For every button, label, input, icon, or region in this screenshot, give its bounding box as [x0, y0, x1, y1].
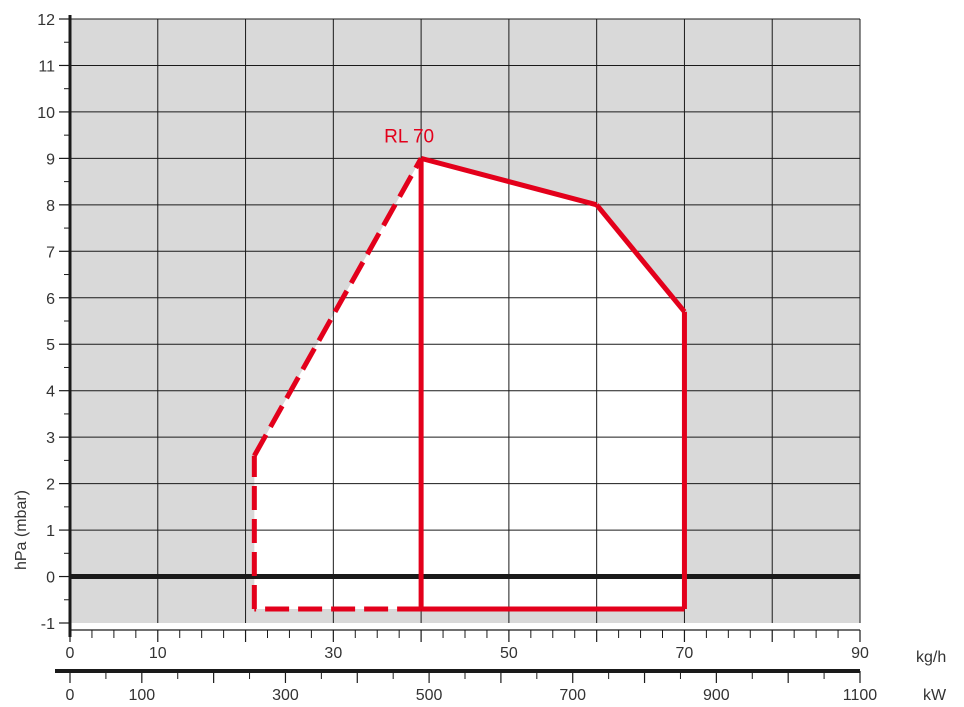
kgh-tick-label: 50 [500, 645, 518, 662]
y-tick-label: 1 [46, 523, 55, 540]
working-field-area [254, 158, 685, 610]
kgh-tick-label: 0 [66, 645, 75, 662]
kw-tick-label: 500 [416, 687, 443, 704]
y-tick-label: -1 [41, 616, 55, 633]
y-axis-title: hPa (mbar) [13, 490, 30, 570]
kw-tick-label: 100 [128, 687, 155, 704]
y-tick-label: 12 [37, 12, 55, 29]
kw-tick-label: 700 [559, 687, 586, 704]
kw-tick-label: 900 [703, 687, 730, 704]
kgh-tick-label: 90 [851, 645, 869, 662]
y-tick-label: 7 [46, 244, 55, 261]
series-segment-dashed [252, 157, 424, 457]
y-tick-label: 5 [46, 337, 55, 354]
series-label: RL 70 [384, 126, 434, 147]
series-segment [594, 203, 687, 314]
y-tick-label: 10 [37, 105, 55, 122]
kw-tick-label: 1100 [843, 687, 878, 704]
y-tick-label: 8 [46, 198, 55, 215]
y-tick-label: 0 [46, 570, 55, 587]
series-RL70 [251, 155, 687, 612]
kgh-tick-label: 30 [324, 645, 342, 662]
kw-axis: 0 100 300 500 700 900 1100 [55, 669, 878, 704]
y-tick-label: 3 [46, 430, 55, 447]
kgh-tick-label: 10 [149, 645, 167, 662]
series-segment [420, 155, 598, 208]
kgh-axis: 0 10 30 50 70 90 [66, 629, 869, 662]
y-tick-label: 9 [46, 151, 55, 168]
kw-tick-label: 0 [66, 687, 75, 704]
y-tick-label: 2 [46, 477, 55, 494]
y-tick-label: 11 [38, 58, 55, 75]
y-tick-label: 6 [46, 291, 55, 308]
kw-axis-title: kW [923, 687, 947, 704]
kgh-tick-label: 70 [676, 645, 694, 662]
y-tick-label: 4 [46, 384, 55, 401]
kw-tick-label: 300 [272, 687, 299, 704]
kgh-axis-title: kg/h [916, 649, 946, 666]
